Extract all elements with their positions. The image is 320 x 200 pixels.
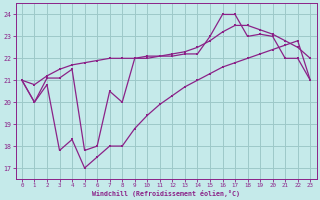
X-axis label: Windchill (Refroidissement éolien,°C): Windchill (Refroidissement éolien,°C) — [92, 190, 240, 197]
